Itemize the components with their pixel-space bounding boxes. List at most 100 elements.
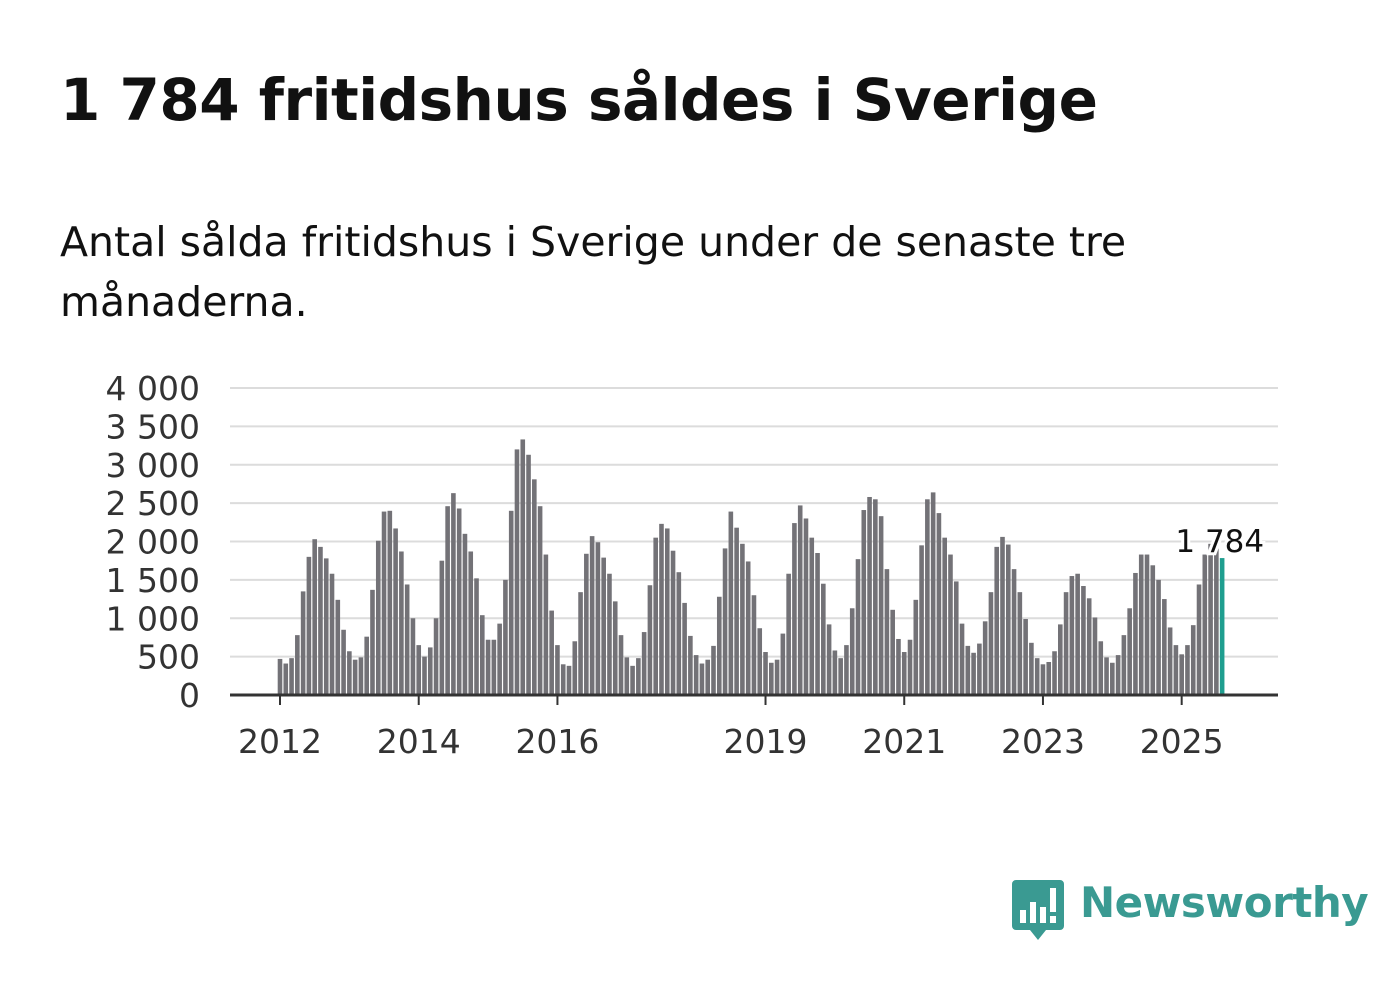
bar <box>907 639 913 695</box>
bar <box>1121 635 1127 695</box>
bar <box>965 645 971 695</box>
bar <box>855 559 861 695</box>
bar <box>375 540 381 695</box>
bar <box>832 650 838 695</box>
bar <box>659 523 664 695</box>
bar <box>809 537 815 695</box>
bar <box>688 635 693 695</box>
bar <box>948 554 953 695</box>
bar <box>491 639 497 695</box>
x-tick-label: 2012 <box>238 722 322 761</box>
bar <box>1185 645 1190 695</box>
bar <box>653 537 658 695</box>
bar <box>1086 598 1092 695</box>
bar <box>630 665 635 695</box>
bar <box>514 449 520 695</box>
bar <box>1156 579 1161 695</box>
bar <box>451 493 456 695</box>
bar <box>1063 592 1069 695</box>
bar <box>410 618 416 695</box>
x-tick-label: 2021 <box>862 722 946 761</box>
bar <box>578 592 583 695</box>
bar <box>433 618 439 695</box>
bar <box>422 656 427 695</box>
bar <box>393 528 398 695</box>
bar <box>445 506 450 695</box>
bar <box>676 572 682 695</box>
bar <box>861 510 867 695</box>
bar <box>381 511 387 695</box>
x-tick-label: 2016 <box>515 722 599 761</box>
y-tick-label: 3 000 <box>106 446 200 485</box>
bar <box>601 557 606 695</box>
bar <box>364 636 369 695</box>
bar <box>919 545 924 695</box>
bar <box>1081 586 1086 695</box>
bar <box>1040 664 1046 695</box>
bar <box>549 610 554 695</box>
bar <box>959 623 965 695</box>
bar <box>335 599 341 695</box>
bar <box>503 579 508 695</box>
bar <box>618 635 624 695</box>
bar <box>636 658 641 695</box>
bar <box>988 592 994 695</box>
bar <box>844 645 849 695</box>
bar <box>387 510 393 695</box>
bar <box>624 657 630 695</box>
bar <box>427 647 433 695</box>
bar <box>896 638 901 695</box>
bar-chart-speech-bubble-icon <box>1012 880 1064 940</box>
bar <box>1202 554 1208 695</box>
bar <box>1115 655 1121 695</box>
bar <box>821 583 826 695</box>
bar <box>1208 543 1213 695</box>
bar <box>878 516 884 695</box>
bar <box>740 543 745 695</box>
y-tick-label: 0 <box>179 676 200 715</box>
bar <box>1190 625 1196 695</box>
bar <box>699 663 705 695</box>
bar <box>480 615 485 695</box>
bar <box>826 624 832 695</box>
bar <box>838 658 843 695</box>
bar <box>566 665 572 695</box>
bar <box>584 553 589 695</box>
bar <box>462 533 468 695</box>
bar <box>745 561 751 695</box>
bar <box>682 602 687 695</box>
bar <box>1104 657 1109 695</box>
x-tick-label: 2023 <box>1001 722 1085 761</box>
bar <box>977 643 982 695</box>
bar <box>526 454 531 695</box>
bar <box>1023 619 1028 695</box>
bar <box>901 652 907 695</box>
bar <box>404 584 410 695</box>
bar <box>705 659 711 695</box>
bar <box>520 439 526 695</box>
bar <box>1069 576 1075 695</box>
bar <box>1046 661 1052 695</box>
bar <box>312 539 317 695</box>
bar <box>890 609 895 695</box>
bar <box>751 595 757 695</box>
bar <box>797 505 803 695</box>
bar <box>295 635 300 695</box>
bar <box>555 645 560 695</box>
bar <box>873 499 878 695</box>
bar <box>1011 569 1017 695</box>
bar <box>780 633 786 695</box>
bar <box>474 578 479 695</box>
bar <box>370 589 375 695</box>
bar <box>306 556 312 695</box>
bar <box>1179 654 1184 695</box>
bar <box>607 573 612 695</box>
bar <box>595 542 601 695</box>
bar <box>936 513 942 695</box>
bar <box>485 639 491 695</box>
brand-name: Newsworthy <box>1080 878 1369 927</box>
bar <box>722 548 728 695</box>
bar <box>318 546 323 695</box>
bar <box>849 608 855 695</box>
bar <box>693 655 699 695</box>
